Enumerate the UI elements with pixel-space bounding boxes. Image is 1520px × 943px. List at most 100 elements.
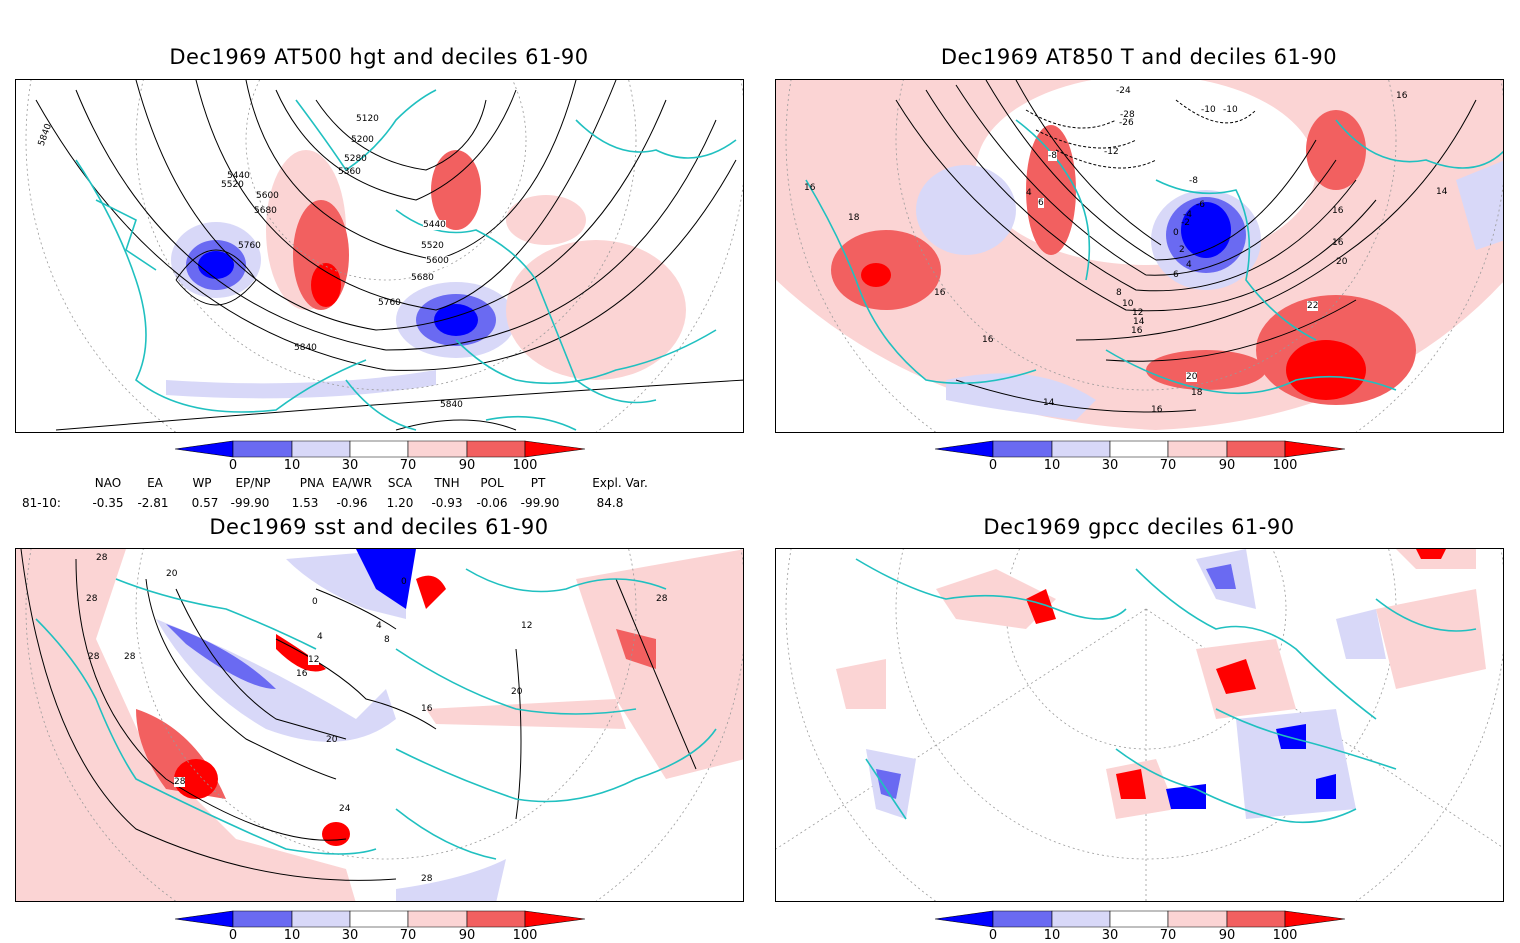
colorbar-segment [992,910,1053,928]
contour-label: -10 [1201,105,1216,115]
teleconnection-header: NAO EA WP EP/NP PNA EA/WR SCA TNH POL PT Expl. Var… [0,476,760,492]
colorbar-label: 0 [988,458,998,473]
contour-label: 5680 [411,273,434,283]
teleconnection-header-cell: WP [192,476,212,490]
contour-label: 14 [1436,187,1448,197]
teleconnection-header-cell: EA [147,476,163,490]
contour-label: -8 [1189,176,1198,186]
colorbar-sst: 0 10 30 70 90 100 [174,910,586,943]
teleconnection-row-label: 81-10: [22,496,61,510]
colorbar-label: 30 [1101,928,1119,943]
contour-label: 24 [339,804,351,814]
contour-label: 20 [1186,372,1198,382]
teleconnection-value: -2.81 [137,496,169,510]
colorbar-label: 100 [1272,928,1298,943]
colorbar-segment [934,910,994,928]
contour-label: 16 [1332,238,1344,248]
contour-label: 8 [384,635,390,645]
colorbar-label: 30 [341,928,359,943]
colorbar-label: 90 [1218,928,1236,943]
teleconnection-value: -0.35 [92,496,124,510]
contour-label: 4 [1026,188,1032,198]
colorbar-segment [174,910,234,928]
colorbar-label: 100 [1272,458,1298,473]
teleconnection-header-cell: NAO [94,476,122,490]
colorbar-segment [291,440,351,458]
colorbar-segment [1051,910,1111,928]
contour-label: 0 [401,577,407,587]
teleconnection-header-cell: PNA [299,476,325,490]
colorbar-label: 100 [512,928,538,943]
colorbar-gpcc: 0 10 30 70 90 100 [934,910,1346,943]
colorbar-segment [1226,440,1286,458]
contour-label: 20 [511,687,523,697]
contour-label: 28 [96,553,108,563]
map-gpcc [775,548,1504,902]
contour-label: -26 [1119,118,1134,128]
contour-label: 14 [1043,398,1055,408]
colorbar-label: 0 [988,928,998,943]
contour-label: 5440 [227,171,250,181]
colorbar-label: 70 [1159,458,1177,473]
contour-label: 5360 [338,167,361,177]
contour-label: 18 [848,213,860,223]
contour-label: 28 [174,777,186,787]
contour-label: 5280 [344,154,367,164]
teleconnection-values: 81-10: -0.35 -2.81 0.57 -99.90 1.53 -0.96 1.20 -… [0,496,760,512]
colorbar-segment [232,910,293,928]
teleconnection-value: -99.90 [520,496,560,510]
contour-label: 28 [86,594,98,604]
contour-label: 16 [804,183,816,193]
contour-label: 16 [934,288,946,298]
teleconnection-header-cell: EP/NP [235,476,271,490]
contour-label: 5760 [238,241,261,251]
contour-label: 4 [376,621,382,631]
colorbar-label: 0 [228,458,238,473]
contour-label: 20 [166,569,178,579]
colorbar-hgt: 0 10 30 70 90 100 [174,440,586,474]
contour-label: -28 [1120,110,1135,120]
colorbar-label: 10 [1043,458,1061,473]
contour-label: 5840 [440,400,463,410]
colorbar-segment [1284,440,1346,458]
teleconnection-value: 1.20 [386,496,414,510]
contour-label: 5520 [221,180,244,190]
contour-label: 16 [1396,91,1408,101]
contour-label: 5520 [421,241,444,251]
teleconnection-table: NAO EA WP EP/NP PNA EA/WR SCA TNH POL PT Expl. Var… [0,476,760,516]
contour-label: 12 [308,655,320,665]
contour-label: 16 [421,704,433,714]
panel-title-t850: Dec1969 AT850 T and deciles 61-90 [940,45,1338,69]
contour-label: 12 [1132,308,1144,318]
map-hgt: 5840 5120 5200 5280 5360 5440 5520 5600 … [15,79,744,433]
colorbar-label: 30 [1101,458,1119,473]
colorbar-segment [291,910,351,928]
contour-label: 5440 [423,220,446,230]
panel-title-hgt: Dec1969 AT500 hgt and deciles 61-90 [169,45,589,69]
contour-label: 5200 [351,135,374,145]
map-sst: 28 20 28 28 28 0 0 4 4 8 12 16 16 20 20 … [15,548,744,902]
teleconnection-value: -0.93 [431,496,463,510]
teleconnection-header-cell: PT [530,476,546,490]
colorbar-segment [349,440,409,458]
colorbar-segment [466,440,526,458]
colorbar-label: 90 [458,458,476,473]
colorbar-segment [1109,440,1169,458]
colorbar-segment [466,910,526,928]
contour-label: 5600 [256,191,279,201]
map-t850: -24 -26 -28 -12 -8 -10 -10 16 16 18 4 6 … [775,79,1504,433]
contour-label: -6 [1196,200,1205,210]
contour-label: -8 [1048,151,1057,161]
contour-label: 5840 [294,343,317,353]
colorbar-segment [524,910,586,928]
contour-label: 5600 [426,256,449,266]
colorbar-segment [174,440,234,458]
teleconnection-value: 0.57 [191,496,219,510]
colorbar-segment [934,440,994,458]
colorbar-label: 10 [1043,928,1061,943]
map-t850-svg [776,80,1503,432]
colorbar-label: 30 [341,458,359,473]
contour-label: 16 [1332,206,1344,216]
contour-label: 6 [1038,198,1044,208]
colorbar-label: 100 [512,458,538,473]
